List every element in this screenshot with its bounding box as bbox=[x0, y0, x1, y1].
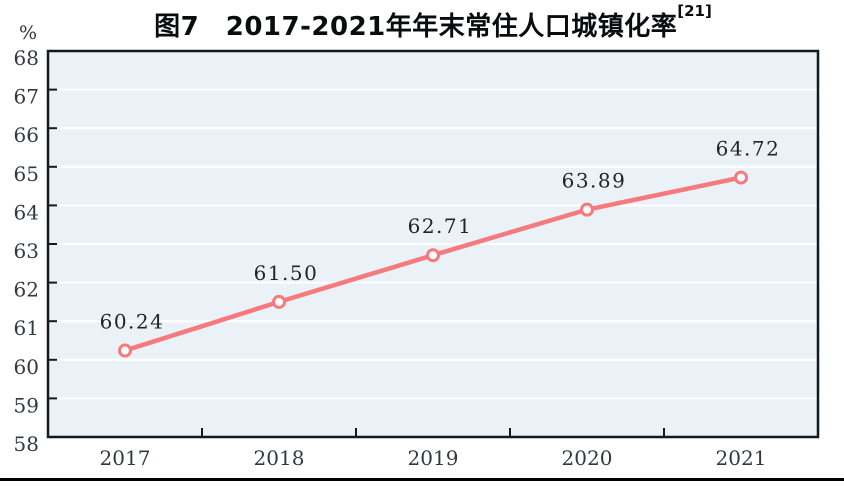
data-point-marker bbox=[118, 343, 132, 358]
y-axis-tick-label: 64 bbox=[14, 200, 39, 224]
chart-title-footnote-ref: [21] bbox=[677, 2, 712, 21]
chart-title-text: 图7 2017-2021年年末常住人口城镇化率 bbox=[154, 12, 678, 42]
data-point-label: 60.24 bbox=[100, 310, 165, 334]
y-axis-tick-label: 65 bbox=[14, 162, 39, 186]
y-axis-tick-label: 63 bbox=[14, 239, 39, 263]
y-axis-tick-label: 58 bbox=[14, 432, 39, 456]
x-axis-tick-label: 2019 bbox=[408, 446, 459, 470]
data-point-marker bbox=[426, 248, 440, 263]
data-point-label: 64.72 bbox=[716, 137, 781, 161]
data-point-marker bbox=[734, 170, 748, 185]
data-point-marker bbox=[272, 294, 286, 309]
x-axis-tick-label: 2017 bbox=[100, 446, 151, 470]
y-axis-unit-label: % bbox=[18, 22, 38, 44]
x-axis-tick-label: 2021 bbox=[716, 446, 767, 470]
y-axis-tick-label: 66 bbox=[14, 123, 39, 147]
y-axis-tick-label: 67 bbox=[14, 85, 39, 109]
y-axis-tick-label: 62 bbox=[14, 278, 39, 302]
data-point-marker bbox=[580, 202, 594, 217]
chart-title: 图7 2017-2021年年末常住人口城镇化率[21] bbox=[48, 2, 818, 43]
data-point-label: 61.50 bbox=[254, 261, 319, 285]
data-point-label: 62.71 bbox=[408, 214, 473, 238]
y-axis-tick-label: 60 bbox=[14, 355, 39, 379]
x-axis-tick-label: 2020 bbox=[562, 446, 613, 470]
y-axis-tick-label: 59 bbox=[14, 393, 39, 417]
y-axis-tick-label: 68 bbox=[14, 46, 39, 70]
x-axis-tick-label: 2018 bbox=[254, 446, 305, 470]
y-axis-tick-label: 61 bbox=[14, 316, 39, 340]
data-point-label: 63.89 bbox=[562, 169, 627, 193]
bottom-divider-line bbox=[0, 478, 844, 481]
